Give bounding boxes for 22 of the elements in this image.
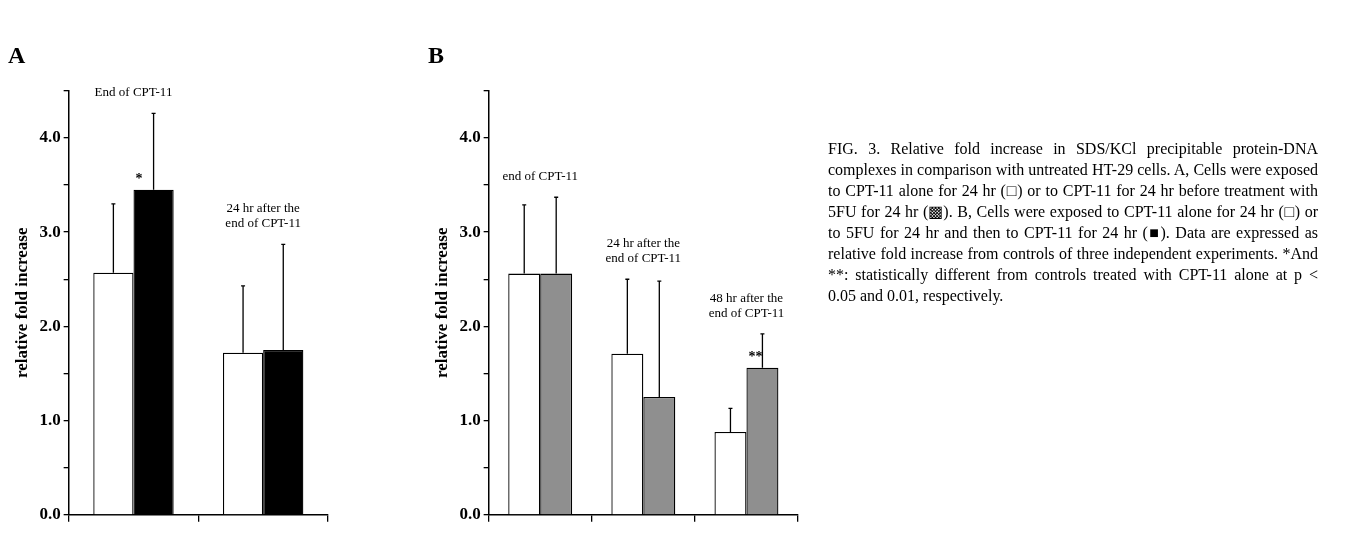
x-tick-label: 24 hr after the end of CPT-11 [225, 200, 301, 231]
x-tick-label: 24 hr after the end of CPT-11 [605, 235, 682, 266]
y-tick-label: 0.0 [459, 504, 481, 524]
y-tick-label: 2.0 [459, 315, 481, 335]
y-tick-label: 0.0 [39, 504, 61, 524]
y-tick-label: 1.0 [39, 409, 61, 429]
y-axis-title: relative fold increase [431, 227, 451, 379]
data-label: * [135, 171, 143, 187]
x-tick-label: end of CPT-11 [502, 168, 579, 184]
x-tick-label: 48 hr after the end of CPT-11 [708, 289, 785, 320]
chart-title: A [8, 41, 26, 68]
y-tick-label: 4.0 [459, 127, 481, 147]
y-tick-label: 3.0 [39, 221, 61, 241]
data-label: ** [748, 349, 763, 365]
y-tick-label: 3.0 [459, 221, 481, 241]
y-tick-label: 1.0 [459, 409, 481, 429]
y-tick-label: 2.0 [39, 315, 61, 335]
chart-title: B [428, 41, 445, 68]
y-axis-title: relative fold increase [11, 227, 31, 379]
y-tick-label: 4.0 [39, 127, 61, 147]
x-tick-label: End of CPT-11 [94, 84, 173, 100]
caption: FIG. 3. Relative fold increase in SDS/KCl precipitable protein-DNA complexes in comparison with untreated HT-29 cells. A, Cells were exposed to CPT-11 alone for 24 hr (□) or to CPT-11 for 24 hr before treatment with 5FU for 24 hr (▩). B, Cells were exposed to CPT-11 alone for 24 hr (□) or to 5FU for 24 hr and then to CPT-11 for 24 hr (■). Data are expressed as relative fold increase from controls of three independent experiments. *And **: statistically different from controls treated with CPT-11 alone at p < 0.05 and 0.01, respectively. [828, 139, 1318, 306]
